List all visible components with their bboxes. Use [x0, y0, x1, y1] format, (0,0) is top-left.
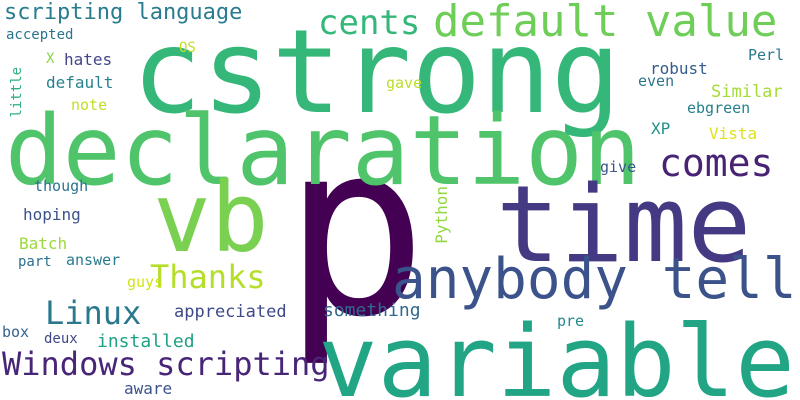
word-accepted: accepted: [6, 27, 74, 43]
word-installed: installed: [97, 331, 195, 352]
word-appreciated: appreciated: [174, 302, 287, 322]
word-pre: pre: [557, 312, 585, 330]
word-something: something: [323, 300, 421, 321]
word-xp: XP: [651, 119, 671, 138]
word-little: little: [9, 67, 25, 118]
word-aware: aware: [124, 379, 173, 398]
word-robust: robust: [650, 59, 708, 78]
word-thanks: Thanks: [150, 258, 266, 296]
word-ebgreen: ebgreen: [687, 99, 751, 117]
word-anybody-tell: anybody tell: [392, 247, 797, 312]
word-perl: Perl: [748, 46, 785, 64]
word-variable: variable: [318, 305, 795, 400]
word-note: note: [71, 96, 108, 114]
word-batch: Batch: [19, 234, 68, 253]
word-p: p: [283, 90, 428, 370]
word-default-value: default value: [433, 0, 778, 47]
word-give: give: [600, 158, 637, 176]
word-windows-scripting: Windows scripting: [2, 345, 330, 383]
word-linux: Linux: [45, 294, 142, 332]
word-part: part: [18, 254, 52, 270]
word-vb: vb: [153, 162, 269, 274]
word-cstrong: cstrong: [132, 5, 621, 140]
word-default: default: [46, 73, 114, 92]
word-hates: hates: [64, 50, 113, 69]
word-though: though: [34, 177, 89, 195]
word-scripting-language: scripting language: [4, 0, 243, 25]
word-even: even: [638, 72, 675, 90]
word-declaration: declaration: [5, 95, 641, 207]
word-answer: answer: [66, 251, 121, 269]
word-python: Python: [432, 186, 451, 244]
word-box: box: [2, 323, 30, 341]
word-similar: Similar: [711, 82, 783, 102]
word-os: OS: [179, 40, 196, 56]
word-guys: guys: [127, 273, 164, 291]
word-time: time: [496, 163, 752, 286]
word-cents: cents: [318, 3, 421, 43]
word-comes: comes: [659, 141, 774, 185]
word-x: X: [46, 51, 55, 67]
word-hoping: hoping: [23, 205, 81, 224]
word-vista: Vista: [709, 124, 758, 143]
word-gave: gave: [386, 74, 423, 92]
word-deux: deux: [44, 331, 78, 347]
